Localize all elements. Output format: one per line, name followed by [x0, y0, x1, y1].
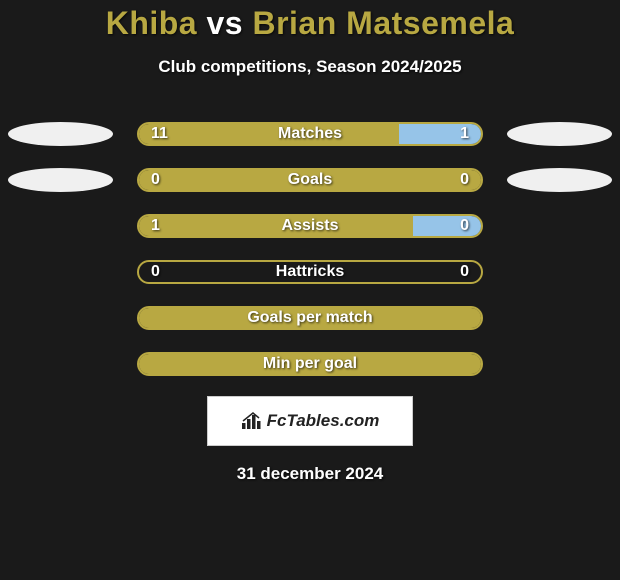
- stat-label: Matches: [278, 125, 342, 143]
- bar-right-fill: [413, 216, 481, 236]
- stat-row: Goals per match: [0, 306, 620, 330]
- player2-name: Brian Matsemela: [252, 5, 514, 41]
- stat-row: Matches111: [0, 122, 620, 146]
- stat-bar: Goals per match: [137, 306, 483, 330]
- subtitle: Club competitions, Season 2024/2025: [158, 57, 461, 77]
- comparison-title: Khiba vs Brian Matsemela: [106, 5, 515, 42]
- bar-left-fill: [139, 216, 413, 236]
- logo: FcTables.com: [241, 411, 380, 431]
- stat-label: Hattricks: [276, 263, 344, 281]
- stat-value-right: 0: [460, 217, 469, 235]
- stat-bar: Hattricks 0 0: [137, 260, 483, 284]
- stats-container: Matches111Goals00Assists10Hattricks00Goa…: [0, 122, 620, 376]
- stat-value-right: 0: [460, 263, 469, 281]
- stat-value-right: 1: [460, 125, 469, 143]
- logo-text: FcTables.com: [267, 411, 380, 431]
- stat-label: Assists: [282, 217, 339, 235]
- team-badge-right: [507, 122, 612, 146]
- date: 31 december 2024: [237, 464, 384, 484]
- stat-bar: Matches111: [137, 122, 483, 146]
- stat-value-left: 0: [151, 171, 160, 189]
- stat-label: Goals per match: [247, 309, 372, 327]
- stat-bar: Assists 1 0: [137, 214, 483, 238]
- stat-row: Hattricks 0 0: [0, 260, 620, 284]
- stat-row: Assists 1 0: [0, 214, 620, 238]
- stat-bar: Goals 0 0: [137, 168, 483, 192]
- stat-label: Min per goal: [263, 355, 357, 373]
- logo-box: FcTables.com: [207, 396, 413, 446]
- bar-left-fill: [139, 124, 399, 144]
- team-badge-left: [8, 122, 113, 146]
- stat-value-left: 0: [151, 263, 160, 281]
- player1-name: Khiba: [106, 5, 197, 41]
- team-badge-right: [507, 168, 612, 192]
- chart-icon: [241, 412, 263, 430]
- stat-row: Min per goal: [0, 352, 620, 376]
- stat-row: Goals 0 0: [0, 168, 620, 192]
- team-badge-left: [8, 168, 113, 192]
- stat-label: Goals: [288, 171, 332, 189]
- stat-value-left: 11: [151, 125, 168, 143]
- vs-text: vs: [206, 5, 243, 41]
- stat-value-right: 0: [460, 171, 469, 189]
- stat-value-left: 1: [151, 217, 160, 235]
- stat-bar: Min per goal: [137, 352, 483, 376]
